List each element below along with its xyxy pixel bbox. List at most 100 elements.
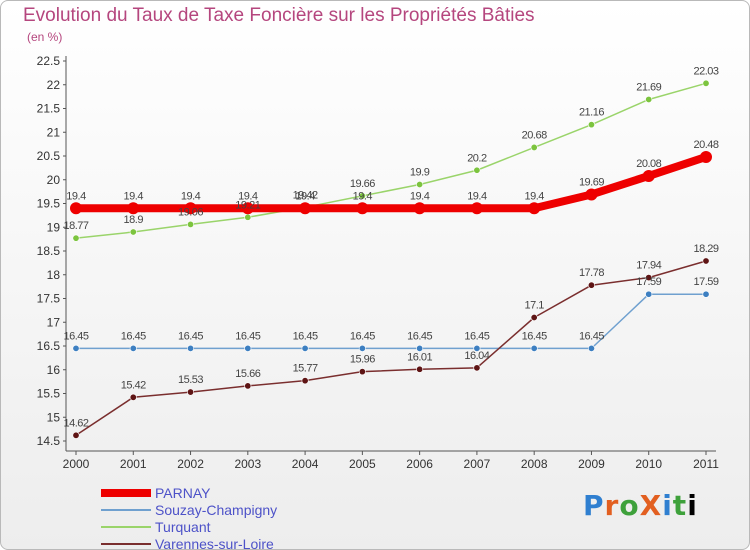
y-tick-label: 16 [47,363,61,377]
data-label-turquant: 20.2 [467,152,487,164]
data-point-varennes-sur-loire [530,313,538,321]
data-point-souzay-champigny [358,344,366,352]
legend-label-turquant: Turquant [155,519,211,535]
data-label-varennes-sur-loire: 16.01 [407,351,432,363]
y-tick-label: 18 [47,268,61,282]
data-point-varennes-sur-loire [187,388,195,396]
data-point-souzay-champigny [530,344,538,352]
y-tick-label: 22.5 [37,54,61,68]
legend-swatch-parnay [101,489,151,497]
data-label-turquant: 19.9 [410,167,430,179]
x-tick-label: 2000 [63,457,90,471]
data-label-souzay-champigny: 16.45 [178,330,203,342]
data-point-souzay-champigny [416,344,424,352]
data-point-parnay [184,202,197,215]
x-tick-label: 2009 [578,457,605,471]
data-label-parnay: 20.48 [693,139,718,151]
data-point-turquant [645,95,653,103]
y-tick-label: 17 [47,315,61,329]
legend-swatch-turquant [101,526,151,528]
legend-swatch-varennes-sur-loire [101,543,151,545]
data-label-varennes-sur-loire: 15.96 [350,354,375,366]
data-label-turquant: 19.66 [350,178,375,190]
y-tick-label: 19 [47,220,61,234]
series-line-varennes-sur-loire [75,260,707,437]
data-label-souzay-champigny: 16.45 [407,330,432,342]
data-point-varennes-sur-loire [358,368,366,376]
x-tick-label: 2010 [635,457,662,471]
x-tick-label: 2008 [521,457,548,471]
data-label-turquant: 19.42 [293,189,318,201]
x-tick-label: 2005 [349,457,376,471]
data-label-varennes-sur-loire: 16.04 [464,350,489,362]
y-tick-label: 15 [47,410,61,424]
data-label-souzay-champigny: 16.45 [121,330,146,342]
data-label-souzay-champigny: 16.45 [522,330,547,342]
data-point-souzay-champigny [129,344,137,352]
data-point-parnay [413,202,426,215]
data-label-turquant: 18.9 [124,214,144,226]
legend-label-parnay: PARNAY [155,485,211,501]
y-tick-label: 18.5 [37,244,61,258]
data-label-souzay-champigny: 17.59 [636,276,661,288]
data-label-parnay: 19.4 [353,190,373,202]
data-point-turquant [72,234,80,242]
data-label-parnay: 19.4 [295,190,315,202]
legend-item-parnay: PARNAY [101,485,401,502]
x-tick-label: 2002 [177,457,204,471]
data-point-parnay [700,150,712,163]
data-label-varennes-sur-loire: 15.42 [121,379,146,391]
data-label-varennes-sur-loire: 18.29 [693,243,718,255]
data-label-parnay: 19.4 [410,190,430,202]
data-point-parnay [70,202,82,215]
data-label-turquant: 22.03 [693,65,718,77]
data-point-souzay-champigny [587,344,595,352]
data-label-souzay-champigny: 16.45 [63,330,88,342]
data-point-varennes-sur-loire [244,382,252,390]
data-point-parnay [642,169,655,182]
y-tick-label: 21.5 [37,102,61,116]
x-tick-label: 2007 [464,457,491,471]
data-label-turquant: 19.06 [178,206,203,218]
data-point-parnay [585,188,598,201]
data-label-parnay: 19.4 [467,190,487,202]
data-point-turquant [530,143,538,151]
data-point-turquant [187,220,195,228]
data-label-varennes-sur-loire: 15.77 [293,363,318,375]
chart-unit-label: (en %) [27,30,63,44]
x-tick-label: 2004 [292,457,319,471]
data-label-parnay: 19.4 [181,190,201,202]
data-label-souzay-champigny: 16.45 [464,330,489,342]
data-point-parnay [241,202,254,215]
y-tick-label: 17.5 [37,292,61,306]
data-point-turquant [473,166,481,174]
data-point-souzay-champigny [244,344,252,352]
x-tick-label: 2003 [234,457,261,471]
legend-label-varennes-sur-loire: Varennes-sur-Loire [155,536,274,550]
y-tick-label: 20 [47,173,61,187]
data-label-turquant: 21.16 [579,107,604,119]
y-tick-label: 14.5 [37,434,61,448]
data-label-varennes-sur-loire: 14.62 [63,417,88,429]
legend-label-souzay-champigny: Souzay-Champigny [155,502,278,518]
data-point-varennes-sur-loire [416,365,424,373]
data-label-turquant: 19.21 [235,199,260,211]
data-label-parnay: 19.4 [524,190,544,202]
y-tick-label: 16.5 [37,339,61,353]
data-label-parnay: 20.08 [636,158,661,170]
data-label-varennes-sur-loire: 17.1 [524,300,544,312]
chart-title: Evolution du Taux de Taxe Foncière sur l… [23,5,535,26]
data-label-parnay: 19.4 [124,190,144,202]
y-tick-label: 21 [47,125,61,139]
data-label-souzay-champigny: 16.45 [350,330,375,342]
legend-swatch-souzay-champigny [101,509,151,511]
data-point-varennes-sur-loire [645,274,653,282]
series-line-souzay-champigny [75,293,707,350]
data-point-turquant [416,181,424,189]
data-point-parnay [470,202,483,215]
x-tick-label: 2001 [120,457,147,471]
data-label-varennes-sur-loire: 15.53 [178,374,203,386]
data-label-souzay-champigny: 16.45 [235,330,260,342]
